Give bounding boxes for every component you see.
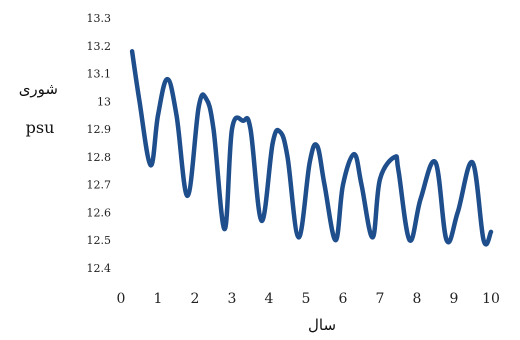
x-tick-label: 5 — [302, 291, 311, 307]
y-tick-label: 12.8 — [87, 151, 112, 164]
x-axis-label: سال — [308, 316, 336, 334]
y-tick-label: 12.7 — [87, 179, 112, 192]
y-tick-label: 13.3 — [87, 12, 112, 25]
x-tick-label: 3 — [228, 291, 237, 307]
x-tick-label: 2 — [191, 291, 200, 307]
x-tick-label: 8 — [413, 291, 422, 307]
y-tick-label: 12.6 — [87, 206, 112, 219]
y-tick-label: 12.5 — [87, 234, 112, 247]
x-tick-label: 7 — [376, 291, 385, 307]
x-tick-label: 9 — [450, 291, 459, 307]
y-axis-label: شوری — [19, 80, 58, 98]
y-tick-label: 13.2 — [87, 40, 112, 53]
x-tick-label: 6 — [339, 291, 348, 307]
y-tick-label: 13.1 — [87, 68, 112, 81]
y-axis-ticks: 13.3 13.2 13.1 13 12.9 12.8 12.7 12.6 12.5 12.4 — [87, 12, 112, 275]
y-tick-label: 12.4 — [87, 262, 112, 275]
salinity-series-line — [129, 49, 494, 247]
x-tick-label: 0 — [117, 291, 126, 307]
x-tick-label: 10 — [482, 291, 500, 307]
x-tick-label: 4 — [265, 291, 274, 307]
y-tick-label: 12.9 — [87, 123, 112, 136]
x-tick-label: 1 — [154, 291, 163, 307]
y-tick-label: 13 — [97, 95, 111, 108]
x-axis-ticks: 0 1 2 3 4 5 6 7 8 9 10 — [117, 291, 500, 307]
y-axis-unit: psu — [26, 118, 55, 137]
